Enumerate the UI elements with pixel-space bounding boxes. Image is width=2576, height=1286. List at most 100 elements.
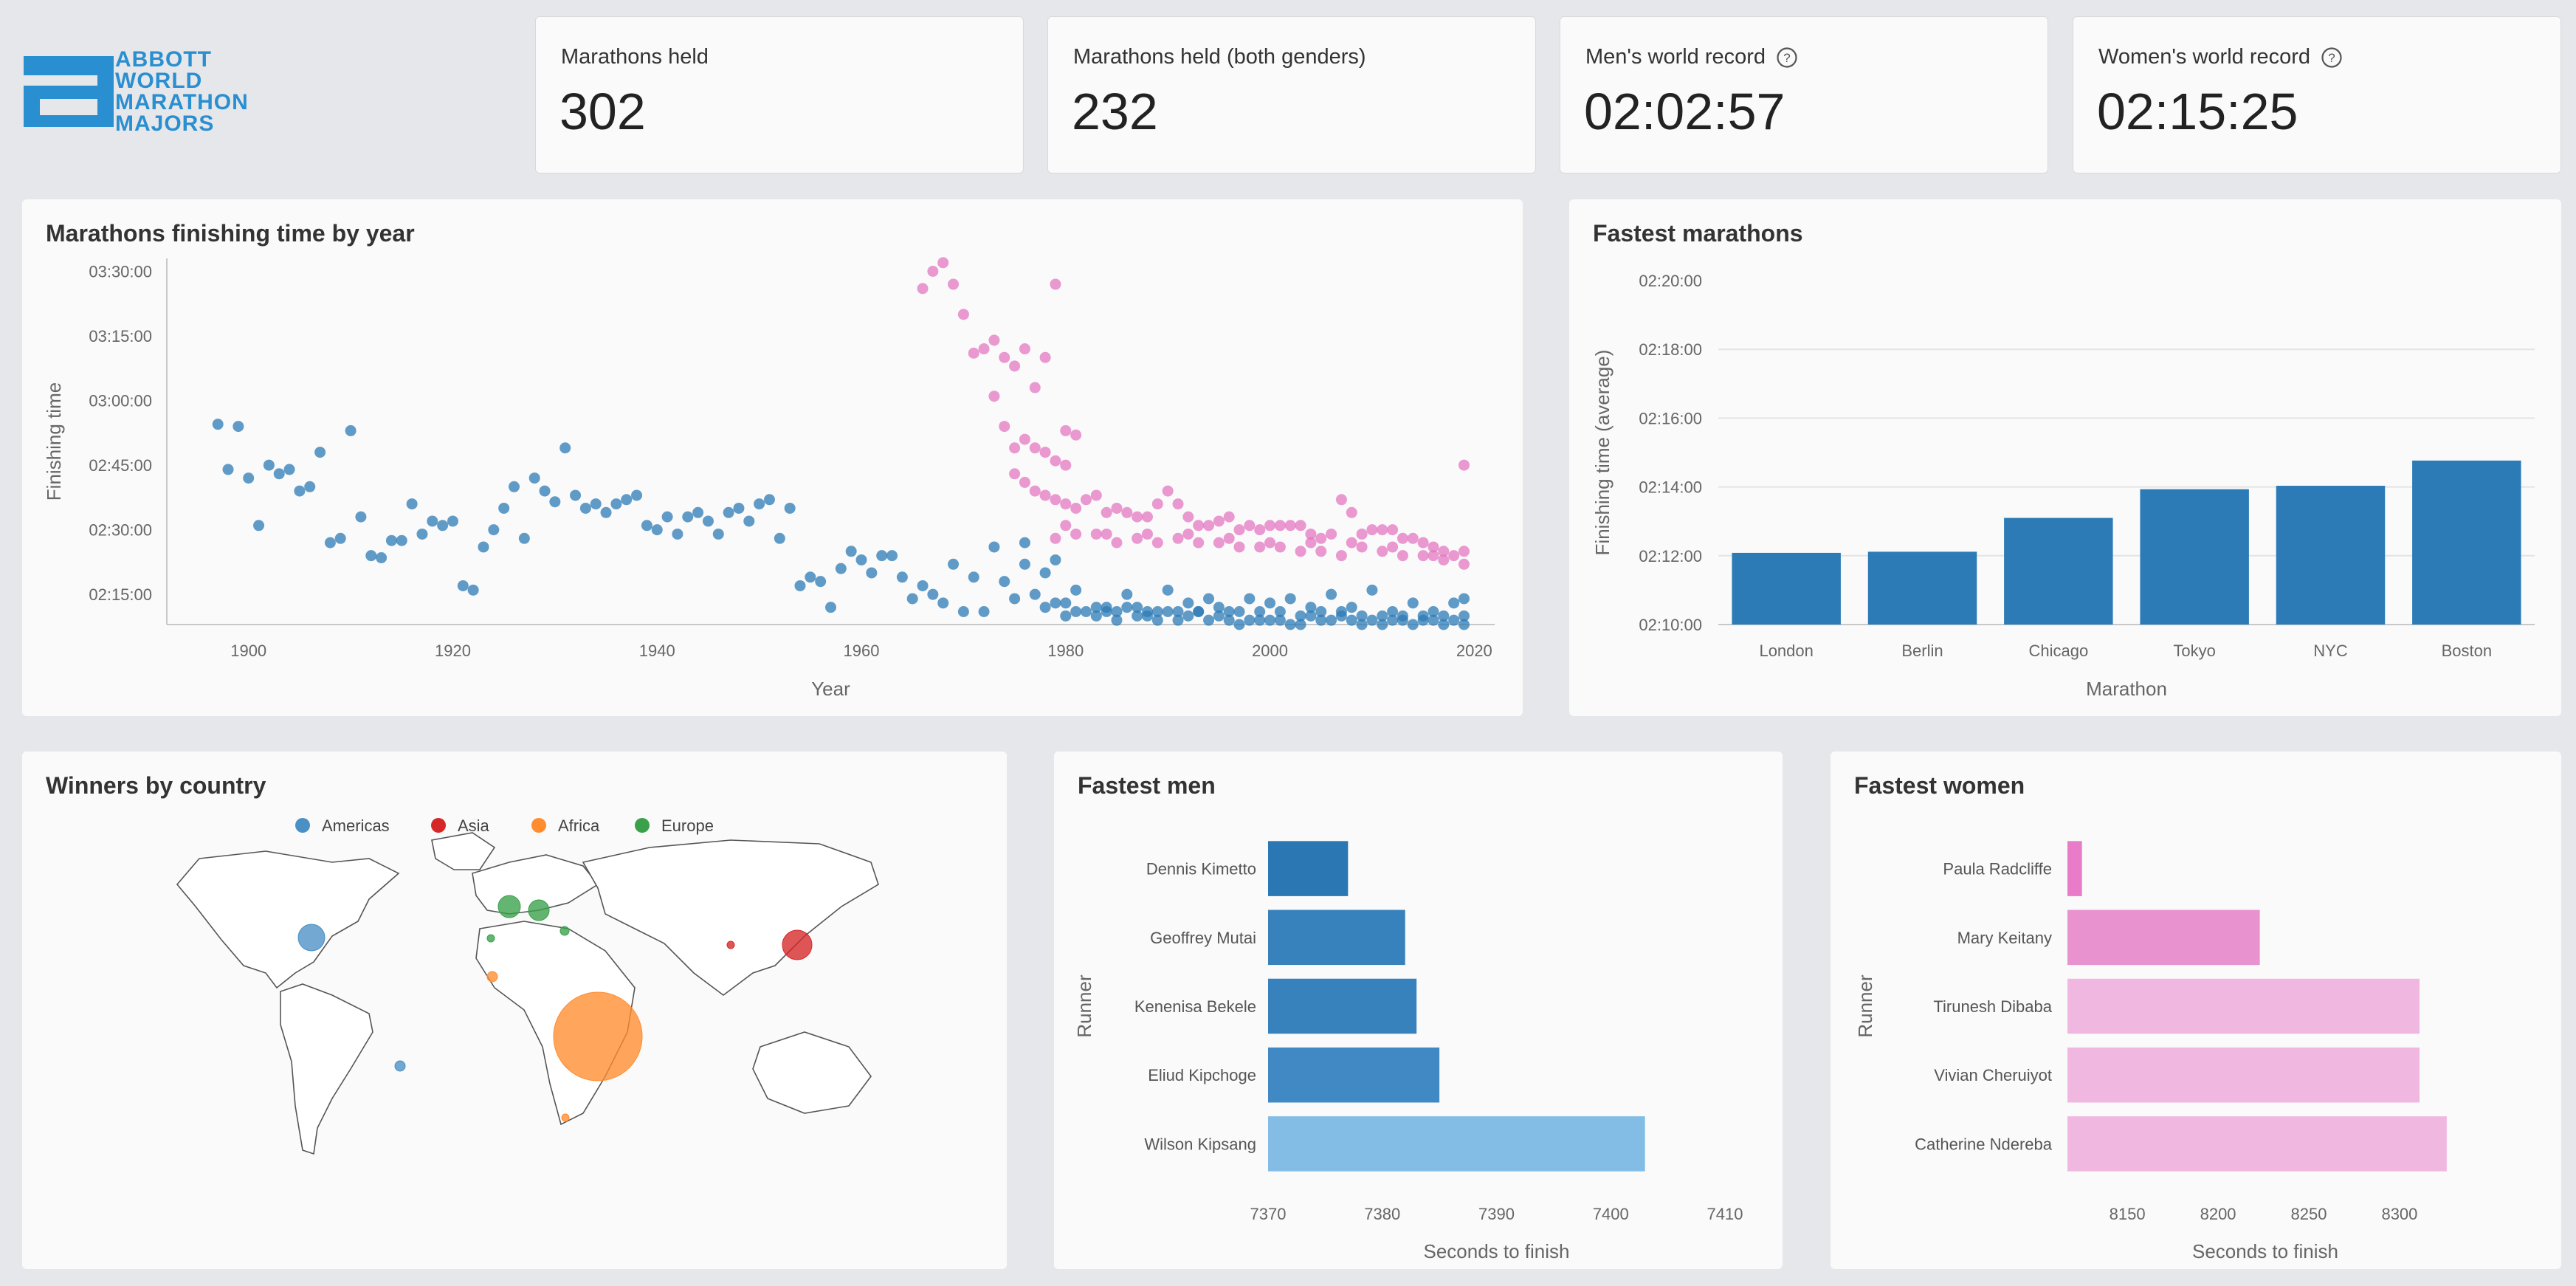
fastest-marathons-chart[interactable]: 02:10:00 02:12:00 02:14:00 02:16:00 02:18:00…: [1569, 199, 2561, 716]
scatter-point-women: [1335, 550, 1347, 562]
x-tick-label: 8200: [2200, 1205, 2236, 1223]
scatter-point-men: [1121, 602, 1133, 613]
scatter-point-men: [1264, 614, 1276, 626]
scatter-point-men: [1029, 588, 1041, 600]
kpi-label: Men's world record: [1585, 45, 1766, 69]
scatter-point-men: [774, 532, 785, 544]
kpi-label: Marathons held: [561, 45, 709, 69]
bar-catherine-ndereba: [2067, 1116, 2447, 1172]
kpi-card-womens-world-record: Women's world record ? 02:15:25: [2073, 16, 2561, 173]
scatter-point-men: [1244, 593, 1256, 605]
scatter-point-women: [1019, 476, 1030, 488]
scatter-point-men: [1254, 614, 1266, 626]
scatter-point-men: [999, 576, 1010, 588]
scatter-point-women: [1264, 520, 1276, 532]
scatter-point-men: [794, 580, 806, 591]
scatter-point-men: [937, 597, 949, 609]
scatter-point-men: [672, 528, 683, 540]
scatter-point-men: [1335, 605, 1347, 617]
logo-line: ABBOTT: [115, 47, 212, 72]
scatter-point-men: [467, 584, 479, 596]
y-tick-label: 02:15:00: [89, 585, 152, 604]
scatter-point-women: [1090, 489, 1102, 501]
legend-marker-europe: [635, 818, 650, 833]
scatter-point-women: [1213, 537, 1225, 549]
help-icon[interactable]: ?: [2321, 47, 2343, 69]
scatter-point-men: [825, 602, 836, 613]
scatter-point-women: [1070, 502, 1082, 514]
scatter-chart[interactable]: 02:15:00 02:30:00 02:45:00 03:00:00 03:15:00…: [22, 199, 1523, 716]
scatter-point-men: [1070, 584, 1082, 596]
scatter-point-men: [1326, 614, 1337, 626]
scatter-point-women: [1356, 541, 1368, 553]
winners-map-chart[interactable]: Americas Asia Africa Europe: [22, 752, 1007, 1269]
scatter-point-men: [1151, 605, 1163, 617]
scatter-point-women: [1274, 520, 1286, 532]
scatter-point-women: [1305, 528, 1317, 540]
scatter-point-men: [1315, 614, 1327, 626]
help-icon[interactable]: ?: [1776, 47, 1798, 69]
fastest-women-chart[interactable]: Paula Radcliffe Mary Keitany Tirunesh Diba…: [1831, 752, 2561, 1269]
scatter-point-women: [1366, 524, 1378, 536]
scatter-point-men: [641, 520, 652, 532]
scatter-point-men: [1132, 610, 1143, 622]
scatter-point-women: [1193, 537, 1205, 549]
scatter-point-women: [1295, 546, 1306, 557]
x-tick-label: 7400: [1593, 1205, 1629, 1223]
x-tick-label: Boston: [2442, 642, 2493, 660]
y-axis-title: Runner: [1073, 974, 1095, 1038]
fastest-marathons-panel: Fastest marathons 02:10:00 02:12:00 02:14:…: [1569, 199, 2561, 716]
scatter-point-men: [437, 520, 449, 532]
scatter-point-men: [233, 421, 244, 433]
scatter-point-men: [1438, 610, 1450, 622]
scatter-point-men: [1438, 619, 1450, 630]
scatter-point-women: [1223, 511, 1235, 523]
x-tick-label: 7390: [1478, 1205, 1515, 1223]
scatter-point-men: [1162, 605, 1174, 617]
scatter-point-men: [518, 532, 530, 544]
logo-line: MAJORS: [115, 111, 215, 136]
scatter-point-men: [1060, 597, 1072, 609]
abbott-logo-icon: [24, 56, 114, 127]
scatter-point-men: [263, 459, 275, 471]
scatter-point-men: [1356, 619, 1368, 630]
bubble-morocco: [486, 971, 498, 983]
legend-label: Americas: [322, 816, 390, 835]
fastest-men-chart[interactable]: Dennis Kimetto Geoffrey Mutai Kenenisa Bek…: [1054, 752, 1783, 1269]
scatter-point-men: [488, 524, 500, 536]
scatter-point-men: [1070, 605, 1082, 617]
kpi-value: 232: [1072, 83, 1158, 140]
scatter-point-men: [1121, 588, 1133, 600]
scatter-point-women: [1151, 498, 1163, 510]
bar-tokyo: [2140, 489, 2249, 625]
scatter-point-men: [528, 472, 540, 484]
scatter-point-women: [968, 347, 979, 359]
scatter-point-men: [1244, 614, 1256, 626]
panel-title: Marathons finishing time by year: [46, 220, 415, 247]
scatter-point-men: [416, 528, 428, 540]
scatter-point-men: [600, 506, 612, 518]
scatter-point-men: [784, 502, 796, 514]
scatter-point-men: [498, 502, 510, 514]
scatter-point-men: [579, 502, 591, 514]
x-tick-label: 8300: [2381, 1205, 2417, 1223]
winners-map-panel: Winners by country Americas Asia Africa Eur…: [22, 752, 1007, 1269]
scatter-point-women: [1050, 494, 1061, 506]
scatter-point-men: [957, 605, 969, 617]
x-axis-title: Marathon: [2086, 678, 2167, 700]
scatter-point-men: [539, 485, 551, 497]
scatter-point-men: [1428, 605, 1439, 617]
scatter-point-men: [1132, 602, 1143, 613]
scatter-point-men: [1111, 605, 1123, 617]
kpi-label: Women's world record: [2098, 45, 2311, 69]
scatter-point-women: [1264, 537, 1276, 549]
scatter-point-women: [1407, 532, 1419, 544]
scatter-point-men: [1233, 619, 1245, 630]
bar-eliud-kipchoge: [1268, 1047, 1440, 1103]
scatter-point-men: [651, 524, 663, 536]
scatter-point-men: [1356, 610, 1368, 622]
scatter-point-men: [1458, 610, 1470, 622]
scatter-point-women: [1377, 524, 1388, 536]
scatter-point-men: [376, 552, 388, 564]
scatter-point-men: [1111, 614, 1123, 626]
